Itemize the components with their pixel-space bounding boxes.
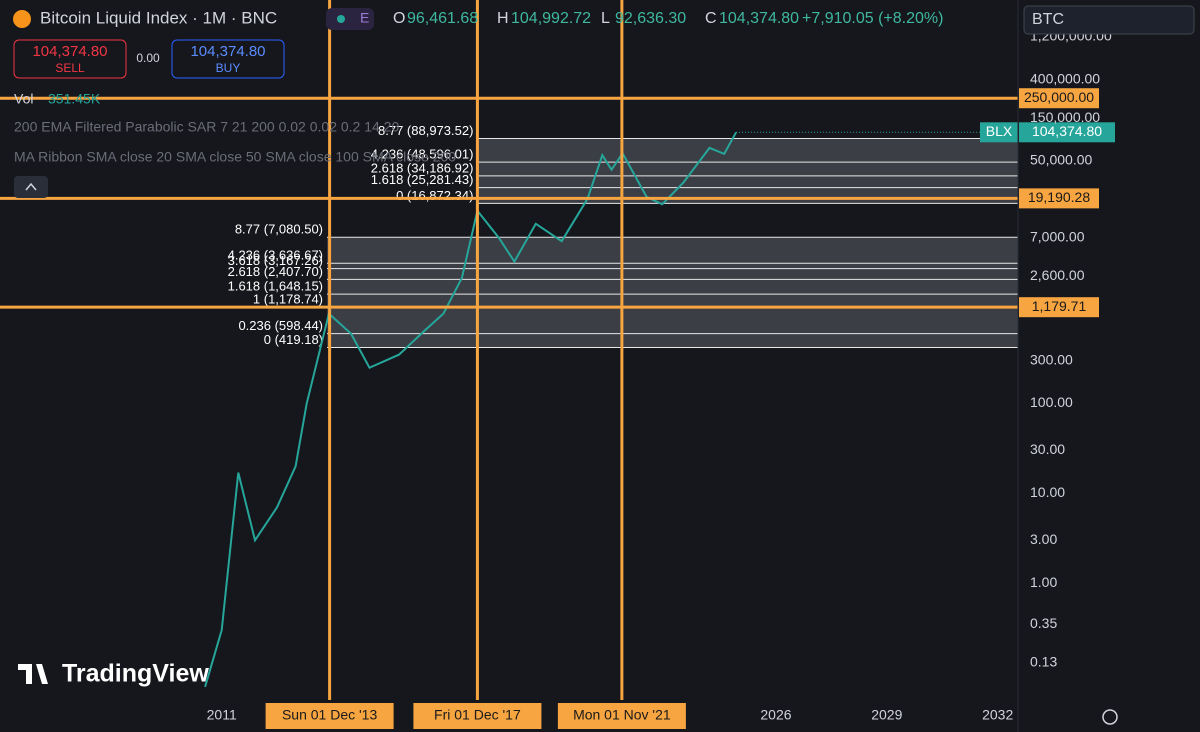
btc-icon [13, 10, 31, 28]
fib-label: 8.77 (7,080.50) [235, 222, 323, 237]
level-tag [1019, 188, 1099, 209]
spread: 0.00 [136, 51, 160, 65]
y-tick-label: 300.00 [1030, 351, 1073, 367]
fib-zone [327, 237, 1018, 348]
y-tick-label: 100.00 [1030, 394, 1073, 410]
y-tick-label: 0.13 [1030, 653, 1057, 669]
fib-label: 3.618 (3,167.26) [228, 253, 323, 268]
date-marker-tag [413, 703, 542, 729]
collapse-button[interactable] [14, 176, 48, 198]
sell-label: SELL [55, 61, 85, 75]
fib-label: 0.236 (598.44) [238, 318, 323, 333]
fib-label: 0 (419.18) [264, 332, 323, 347]
sar-indicator: 200 EMA Filtered Parabolic SAR 7 21 200 … [14, 119, 399, 135]
sell-button[interactable] [13, 39, 127, 79]
ohlc-label: H [497, 10, 509, 27]
ohlc-value: 104,374.80 [719, 10, 799, 27]
fib-label: 2.618 (2,407.70) [228, 264, 323, 279]
date-marker-tag [557, 703, 686, 729]
fib-label: 1 (1,178.74) [253, 292, 323, 307]
buy-label: BUY [216, 61, 241, 75]
symbol-box[interactable] [1023, 5, 1195, 35]
ohlc-value: 104,992.72 [511, 10, 591, 27]
y-tick-label: 400,000.00 [1030, 71, 1100, 87]
fib-zone [477, 138, 1019, 204]
price-line [204, 131, 737, 688]
level-label: 1,179.71 [1032, 298, 1087, 314]
y-tick-label: 3.00 [1030, 531, 1057, 547]
logo: TradingView [62, 660, 209, 688]
fib-label: 0 (16,872.34) [396, 188, 473, 203]
mode-pill [326, 8, 374, 30]
date-marker-label: Fri 01 Dec '17 [434, 707, 521, 723]
status-dot [337, 15, 345, 23]
fib-label: 4.236 (48,596.01) [371, 147, 474, 162]
sell-price: 104,374.80 [32, 43, 107, 60]
collapse-icon [25, 182, 37, 191]
logo-icon [18, 664, 48, 684]
x-tick-label: 2029 [871, 707, 902, 723]
settings-icon[interactable] [1102, 709, 1118, 725]
ohlc-value: 96,461.68 [407, 10, 478, 27]
fib-label: 4.236 (3,636.67) [228, 248, 323, 263]
y-tick-label: 50,000.00 [1030, 152, 1092, 168]
x-tick-label: 2011 [207, 707, 237, 723]
ohlc-value: 92,636.30 [615, 10, 686, 27]
level-label: 250,000.00 [1024, 89, 1094, 105]
blx-symbol-box [980, 122, 1018, 143]
symbol-text: BTC [1032, 11, 1064, 28]
vol-label: Vol [14, 91, 33, 107]
level-label: 19,190.28 [1028, 189, 1090, 205]
y-tick-label: 10.00 [1030, 484, 1065, 500]
vol-value: 351.45K [48, 91, 101, 107]
date-marker-tag [265, 703, 394, 729]
ohlc-label: O [393, 10, 405, 27]
ribbon-indicator: MA Ribbon SMA close 20 SMA close 50 SMA … [14, 149, 456, 165]
ohlc-label: L [601, 10, 610, 27]
blx-price-box [1019, 122, 1115, 143]
buy-button[interactable] [171, 39, 285, 79]
mode-label: E [360, 10, 369, 26]
date-marker-label: Sun 01 Dec '13 [282, 707, 378, 723]
blx-symbol: BLX [986, 123, 1013, 139]
fib-label: 1.618 (1,648.15) [228, 279, 323, 294]
y-tick-label: 2,600.00 [1030, 267, 1085, 283]
ohlc-label: C [705, 10, 717, 27]
fib-label: 2.618 (34,186.92) [371, 160, 474, 175]
y-tick-label: 150,000.00 [1030, 109, 1100, 125]
x-tick-label: 2032 [982, 707, 1013, 723]
x-tick-label: 2026 [760, 707, 791, 723]
buy-price: 104,374.80 [190, 43, 265, 60]
y-tick-label: 0.35 [1030, 615, 1057, 631]
y-tick-label: 7,000.00 [1030, 228, 1085, 244]
level-tag [1019, 297, 1099, 318]
change: +7,910.05 (+8.20%) [802, 10, 943, 27]
chart-title: Bitcoin Liquid Index · 1M · BNC [40, 8, 277, 27]
fib-label: 1.618 (25,281.43) [371, 172, 474, 187]
fib-label: 8.77 (88,973.52) [378, 123, 473, 138]
date-marker-label: Mon 01 Nov '21 [573, 707, 671, 723]
level-tag [1019, 88, 1099, 109]
y-tick-label: 30.00 [1030, 441, 1065, 457]
blx-price: 104,374.80 [1032, 123, 1102, 139]
y-tick-label: 1.00 [1030, 574, 1057, 590]
